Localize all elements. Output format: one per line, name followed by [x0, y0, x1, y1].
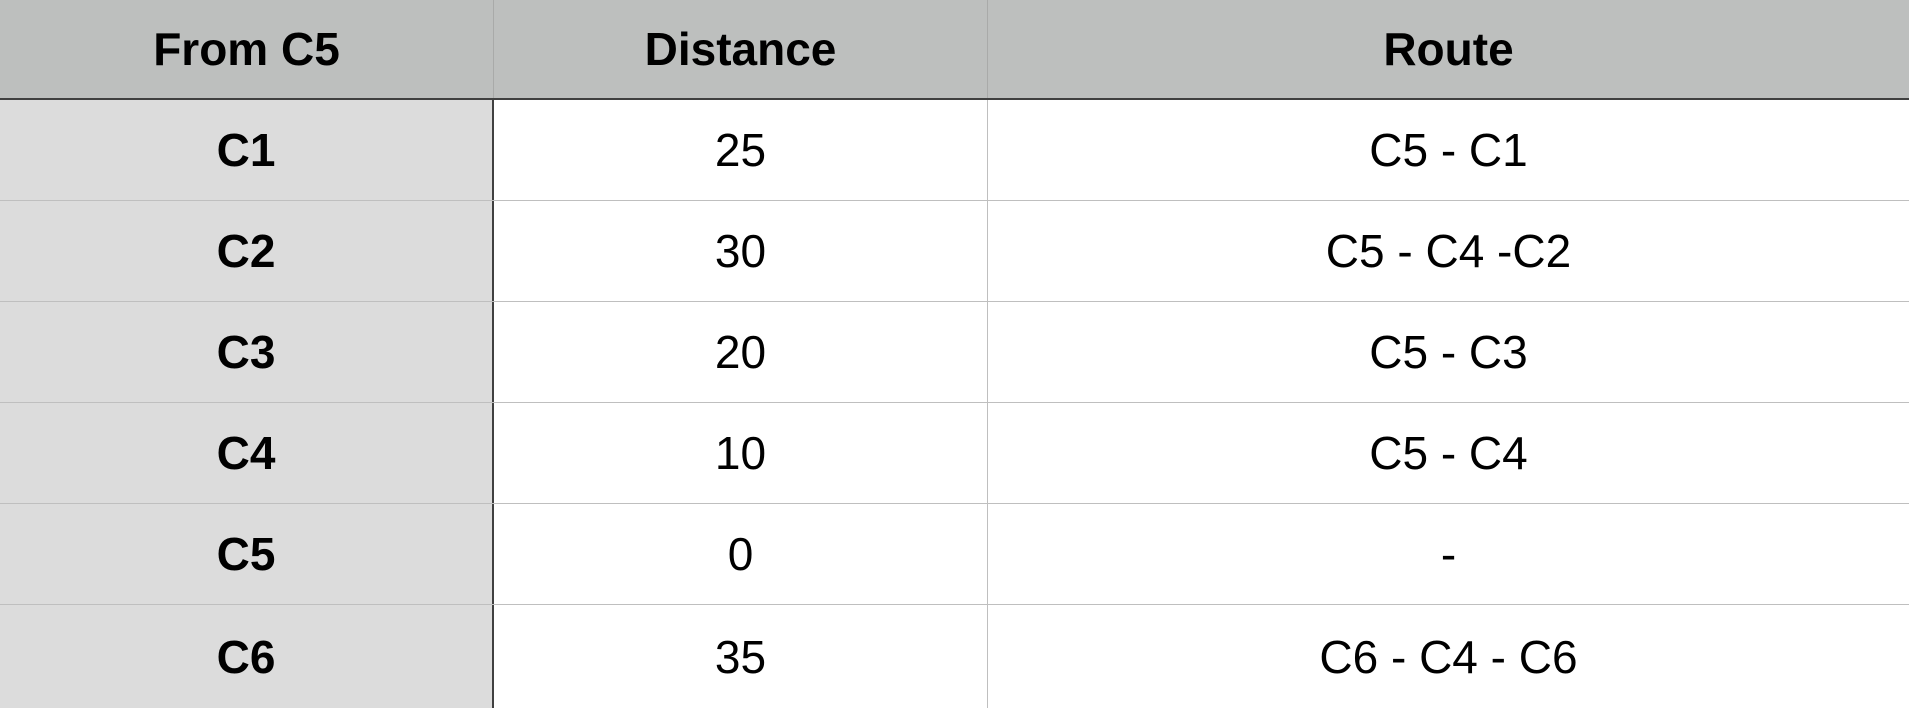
row-node: C1 [0, 100, 494, 200]
table-row: C5 0 - [0, 504, 1909, 605]
row-route: C5 - C3 [1369, 326, 1528, 378]
table-row: C1 25 C5 - C1 [0, 100, 1909, 201]
row-node: C5 [0, 504, 494, 604]
row-distance: 25 [494, 100, 988, 200]
table-row: C6 35 C6 - C4 - C6 [0, 605, 1909, 708]
table-header: From C5 Distance Route [0, 0, 1909, 100]
row-distance: 20 [494, 302, 988, 402]
header-route: Route [1383, 23, 1514, 75]
row-route: C5 - C4 [1369, 427, 1528, 479]
row-node: C2 [0, 201, 494, 301]
header-from: From C5 [0, 0, 494, 98]
row-distance: 35 [494, 605, 988, 708]
row-route: C6 - C4 - C6 [1319, 630, 1578, 683]
table-row: C2 30 C5 - C4 -C2 [0, 201, 1909, 302]
row-route: - [1440, 528, 1457, 580]
row-distance: 10 [494, 403, 988, 503]
row-distance: 0 [494, 504, 988, 604]
table-row: C3 20 C5 - C3 [0, 302, 1909, 403]
row-route: C5 - C1 [1369, 124, 1528, 176]
row-node: C4 [0, 403, 494, 503]
row-route: C5 - C4 -C2 [1325, 225, 1572, 277]
header-distance: Distance [494, 0, 988, 98]
row-distance: 30 [494, 201, 988, 301]
row-node: C3 [0, 302, 494, 402]
row-node: C6 [0, 605, 494, 708]
table-row: C4 10 C5 - C4 [0, 403, 1909, 504]
